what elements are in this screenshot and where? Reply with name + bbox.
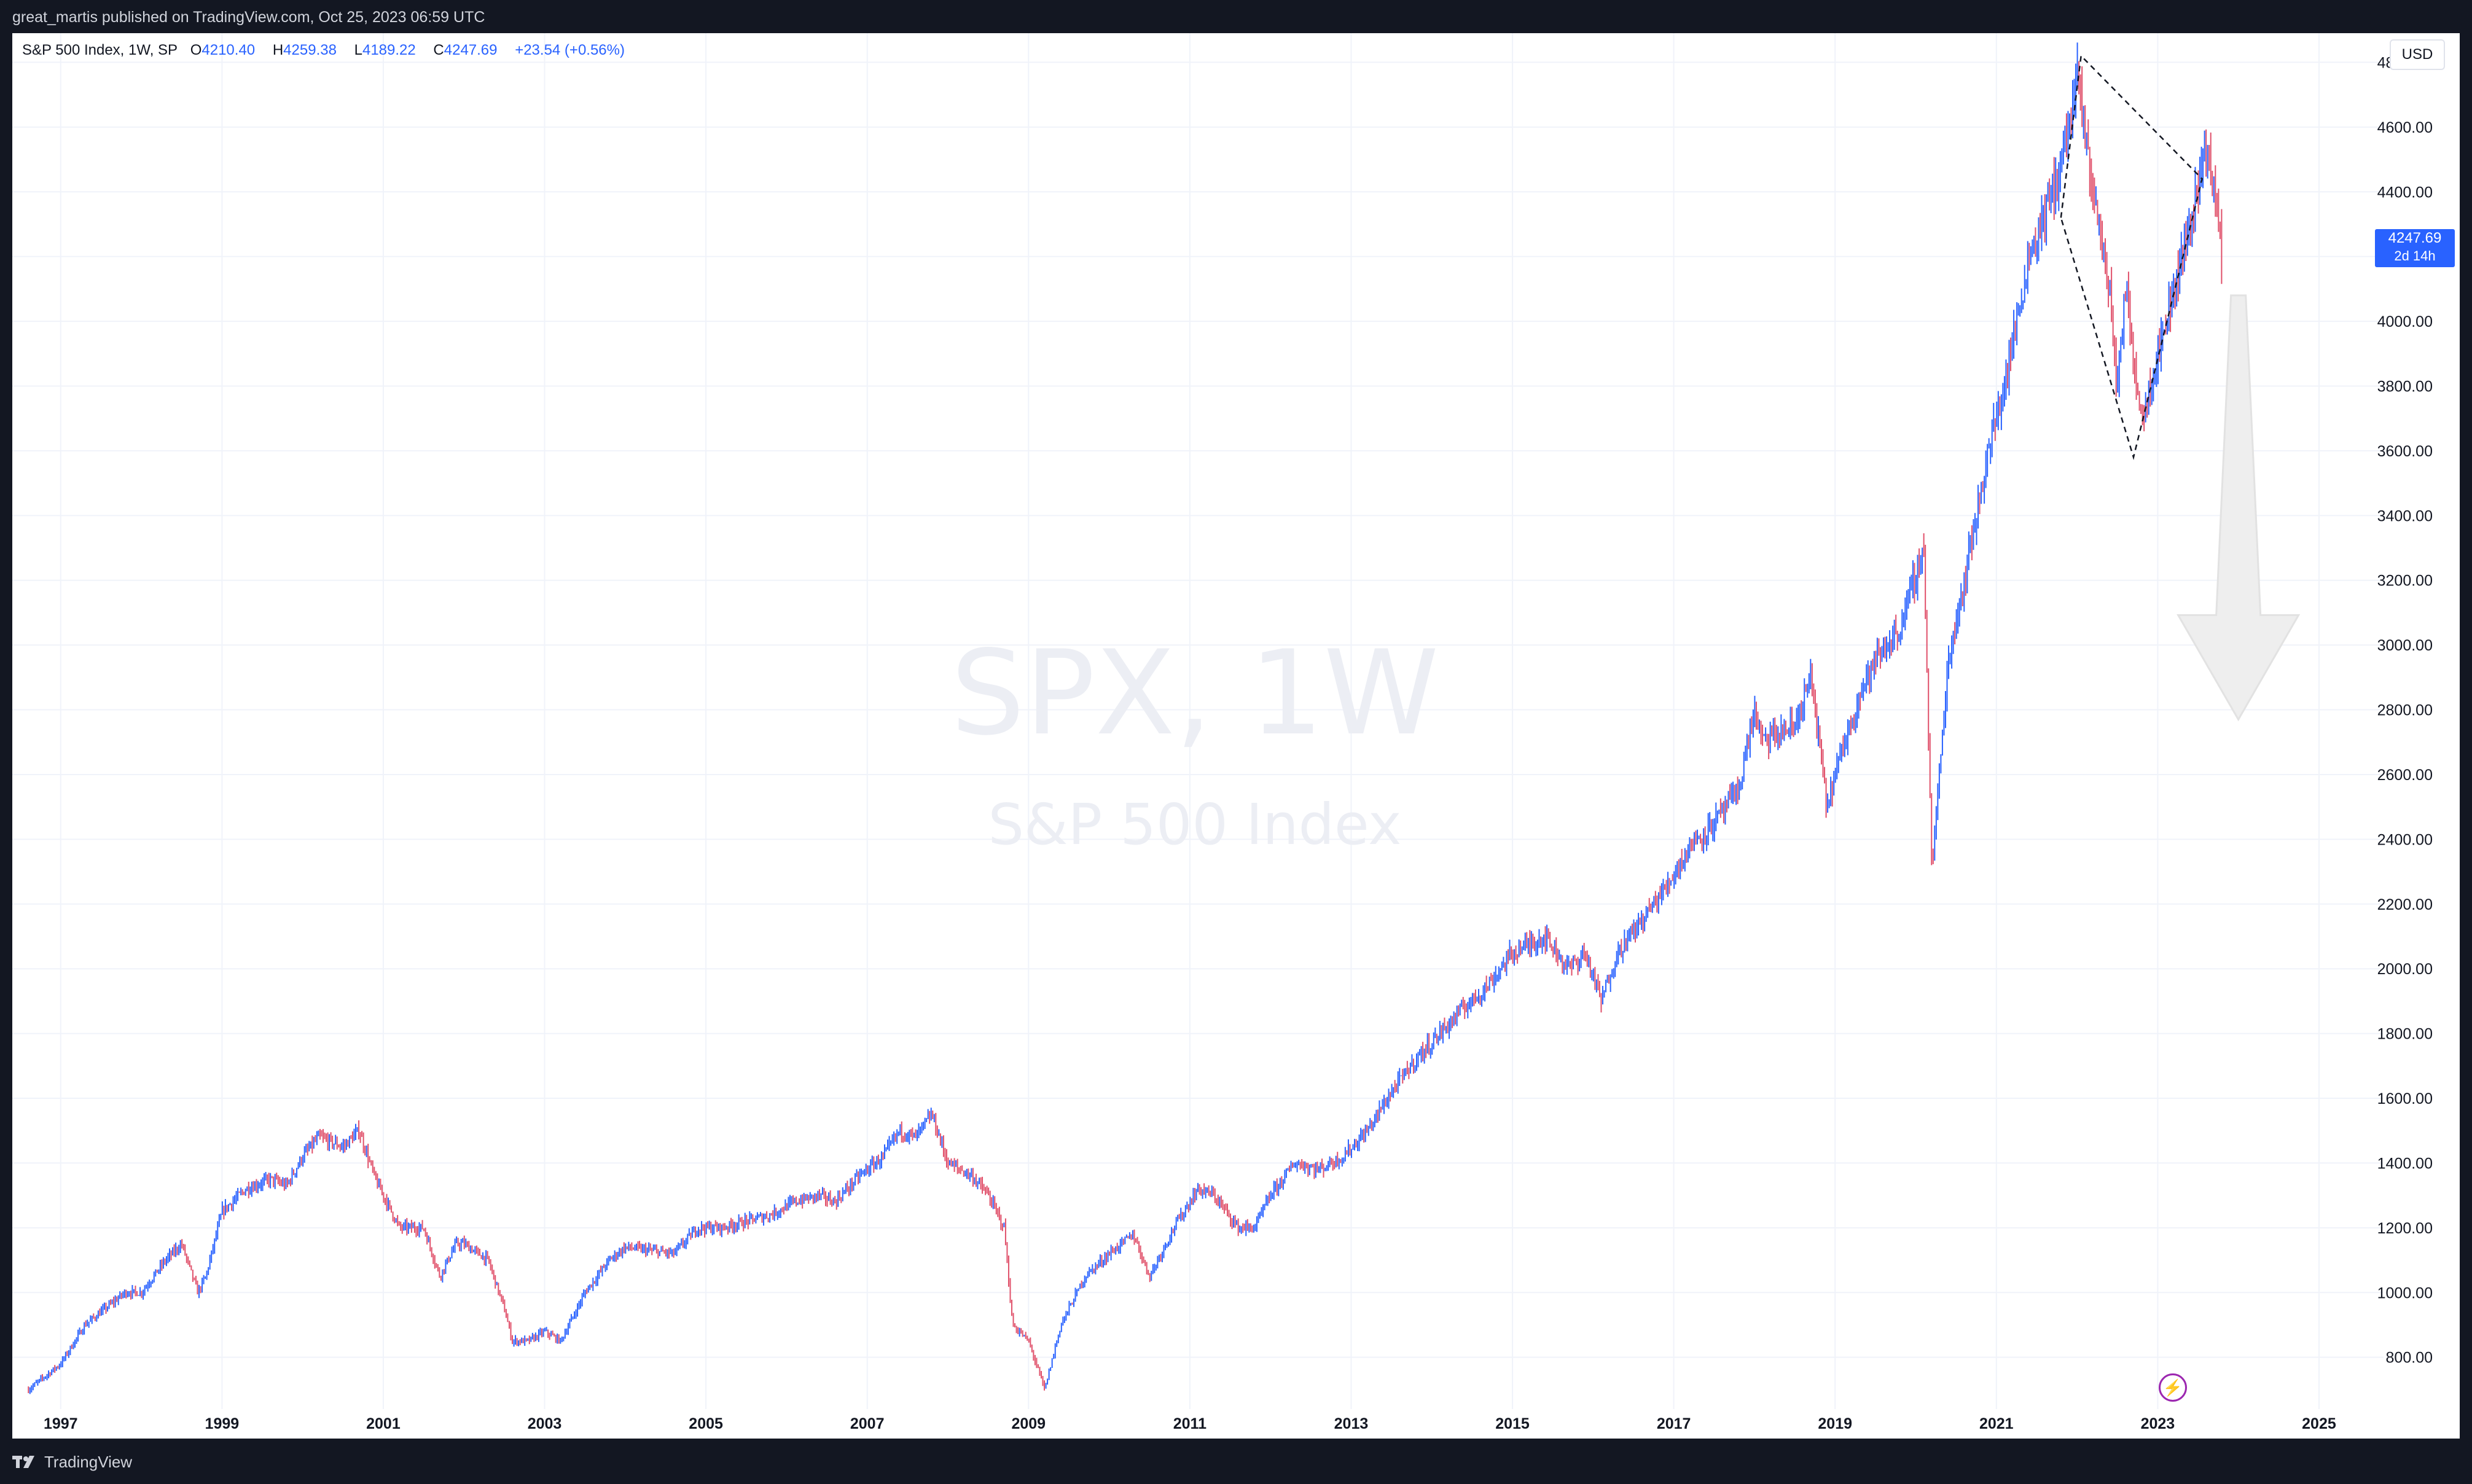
y-tick-label: 1000.00 [2377, 1284, 2433, 1302]
last-price-value: 4247.69 [2388, 229, 2442, 246]
watermark-layer: SPX, 1W S&P 500 Index [951, 625, 1439, 857]
y-tick-label: 1400.00 [2377, 1155, 2433, 1172]
y-tick-label: 1200.00 [2377, 1220, 2433, 1237]
series-layer [28, 42, 2223, 1394]
y-tick-label: 2200.00 [2377, 896, 2433, 913]
y-tick-label: 4600.00 [2377, 119, 2433, 136]
legend-low: 4189.22 [362, 42, 416, 58]
symbol-legend[interactable]: S&P 500 Index, 1W, SP O4210.40 H4259.38 … [22, 42, 625, 59]
y-tick-label: 4400.00 [2377, 184, 2433, 201]
legend-symbol: S&P 500 Index, 1W, SP [22, 42, 178, 58]
publish-line: great_martis published on TradingView.co… [12, 9, 485, 26]
legend-open: 4210.40 [201, 42, 256, 58]
x-tick-label: 2019 [1818, 1415, 1852, 1432]
diamond-pattern [2060, 54, 2203, 461]
chart-frame[interactable]: SPX, 1W S&P 500 Index 800.00 1000.00 1200.… [12, 33, 2460, 1439]
legend-open-label: O [190, 42, 202, 58]
projection-arrow [2177, 294, 2301, 722]
y-tick-label: 800.00 [2386, 1349, 2433, 1367]
legend-close: 4247.69 [444, 42, 498, 58]
y-tick-label: 1800.00 [2377, 1026, 2433, 1043]
bar-countdown: 2d 14h [2394, 248, 2436, 264]
axis-layer: 800.00 1000.00 1200.00 1400.00 1600.00 1800.0… [44, 54, 2433, 1432]
price-chart[interactable]: SPX, 1W S&P 500 Index 800.00 1000.00 1200.… [12, 33, 2460, 1439]
y-tick-label: 2600.00 [2377, 767, 2433, 784]
x-tick-label: 2009 [1011, 1415, 1046, 1432]
y-tick-label: 3400.00 [2377, 507, 2433, 525]
y-tick-label: 3200.00 [2377, 572, 2433, 590]
watermark-symbol: SPX, 1W [951, 625, 1439, 761]
y-tick-label: 2000.00 [2377, 961, 2433, 978]
last-price-tag: 4247.69 2d 14h [2375, 228, 2455, 267]
y-tick-label: 1600.00 [2377, 1090, 2433, 1107]
tradingview-logo[interactable]: TradingView [12, 1452, 132, 1472]
x-tick-label: 1997 [44, 1415, 78, 1432]
lightning-icon[interactable]: ⚡ [2159, 1373, 2187, 1402]
legend-change: +23.54 (+0.56%) [515, 42, 625, 58]
annotation-layer [2060, 54, 2301, 722]
y-tick-label: 3000.00 [2377, 637, 2433, 654]
x-tick-label: 2007 [850, 1415, 885, 1432]
y-tick-label: 2400.00 [2377, 831, 2433, 848]
x-tick-label: 1999 [205, 1415, 240, 1432]
legend-low-label: L [354, 42, 362, 58]
currency-button[interactable]: USD [2390, 39, 2445, 70]
y-tick-label: 3600.00 [2377, 443, 2433, 460]
x-tick-label: 2021 [1979, 1415, 2014, 1432]
grid-layer [12, 33, 2384, 1409]
watermark-name: S&P 500 Index [988, 792, 1402, 857]
y-tick-label: 3800.00 [2377, 378, 2433, 395]
x-tick-label: 2011 [1173, 1415, 1207, 1432]
legend-high: 4259.38 [283, 42, 337, 58]
x-tick-label: 2017 [1657, 1415, 1691, 1432]
x-tick-label: 2001 [366, 1415, 401, 1432]
publish-header: great_martis published on TradingView.co… [0, 0, 2472, 33]
tradingview-mark-icon [12, 1456, 34, 1468]
x-tick-label: 2025 [2302, 1415, 2336, 1432]
x-tick-label: 2013 [1334, 1415, 1369, 1432]
x-tick-label: 2015 [1495, 1415, 1530, 1432]
footer-bar: TradingView [0, 1439, 2472, 1484]
x-tick-label: 2005 [689, 1415, 723, 1432]
legend-high-label: H [272, 42, 284, 58]
brand-name: TradingView [44, 1452, 133, 1471]
x-tick-label: 2003 [528, 1415, 562, 1432]
y-tick-label: 2800.00 [2377, 702, 2433, 719]
x-tick-label: 2023 [2141, 1415, 2175, 1432]
y-tick-label: 4000.00 [2377, 313, 2433, 330]
legend-close-label: C [433, 42, 444, 58]
